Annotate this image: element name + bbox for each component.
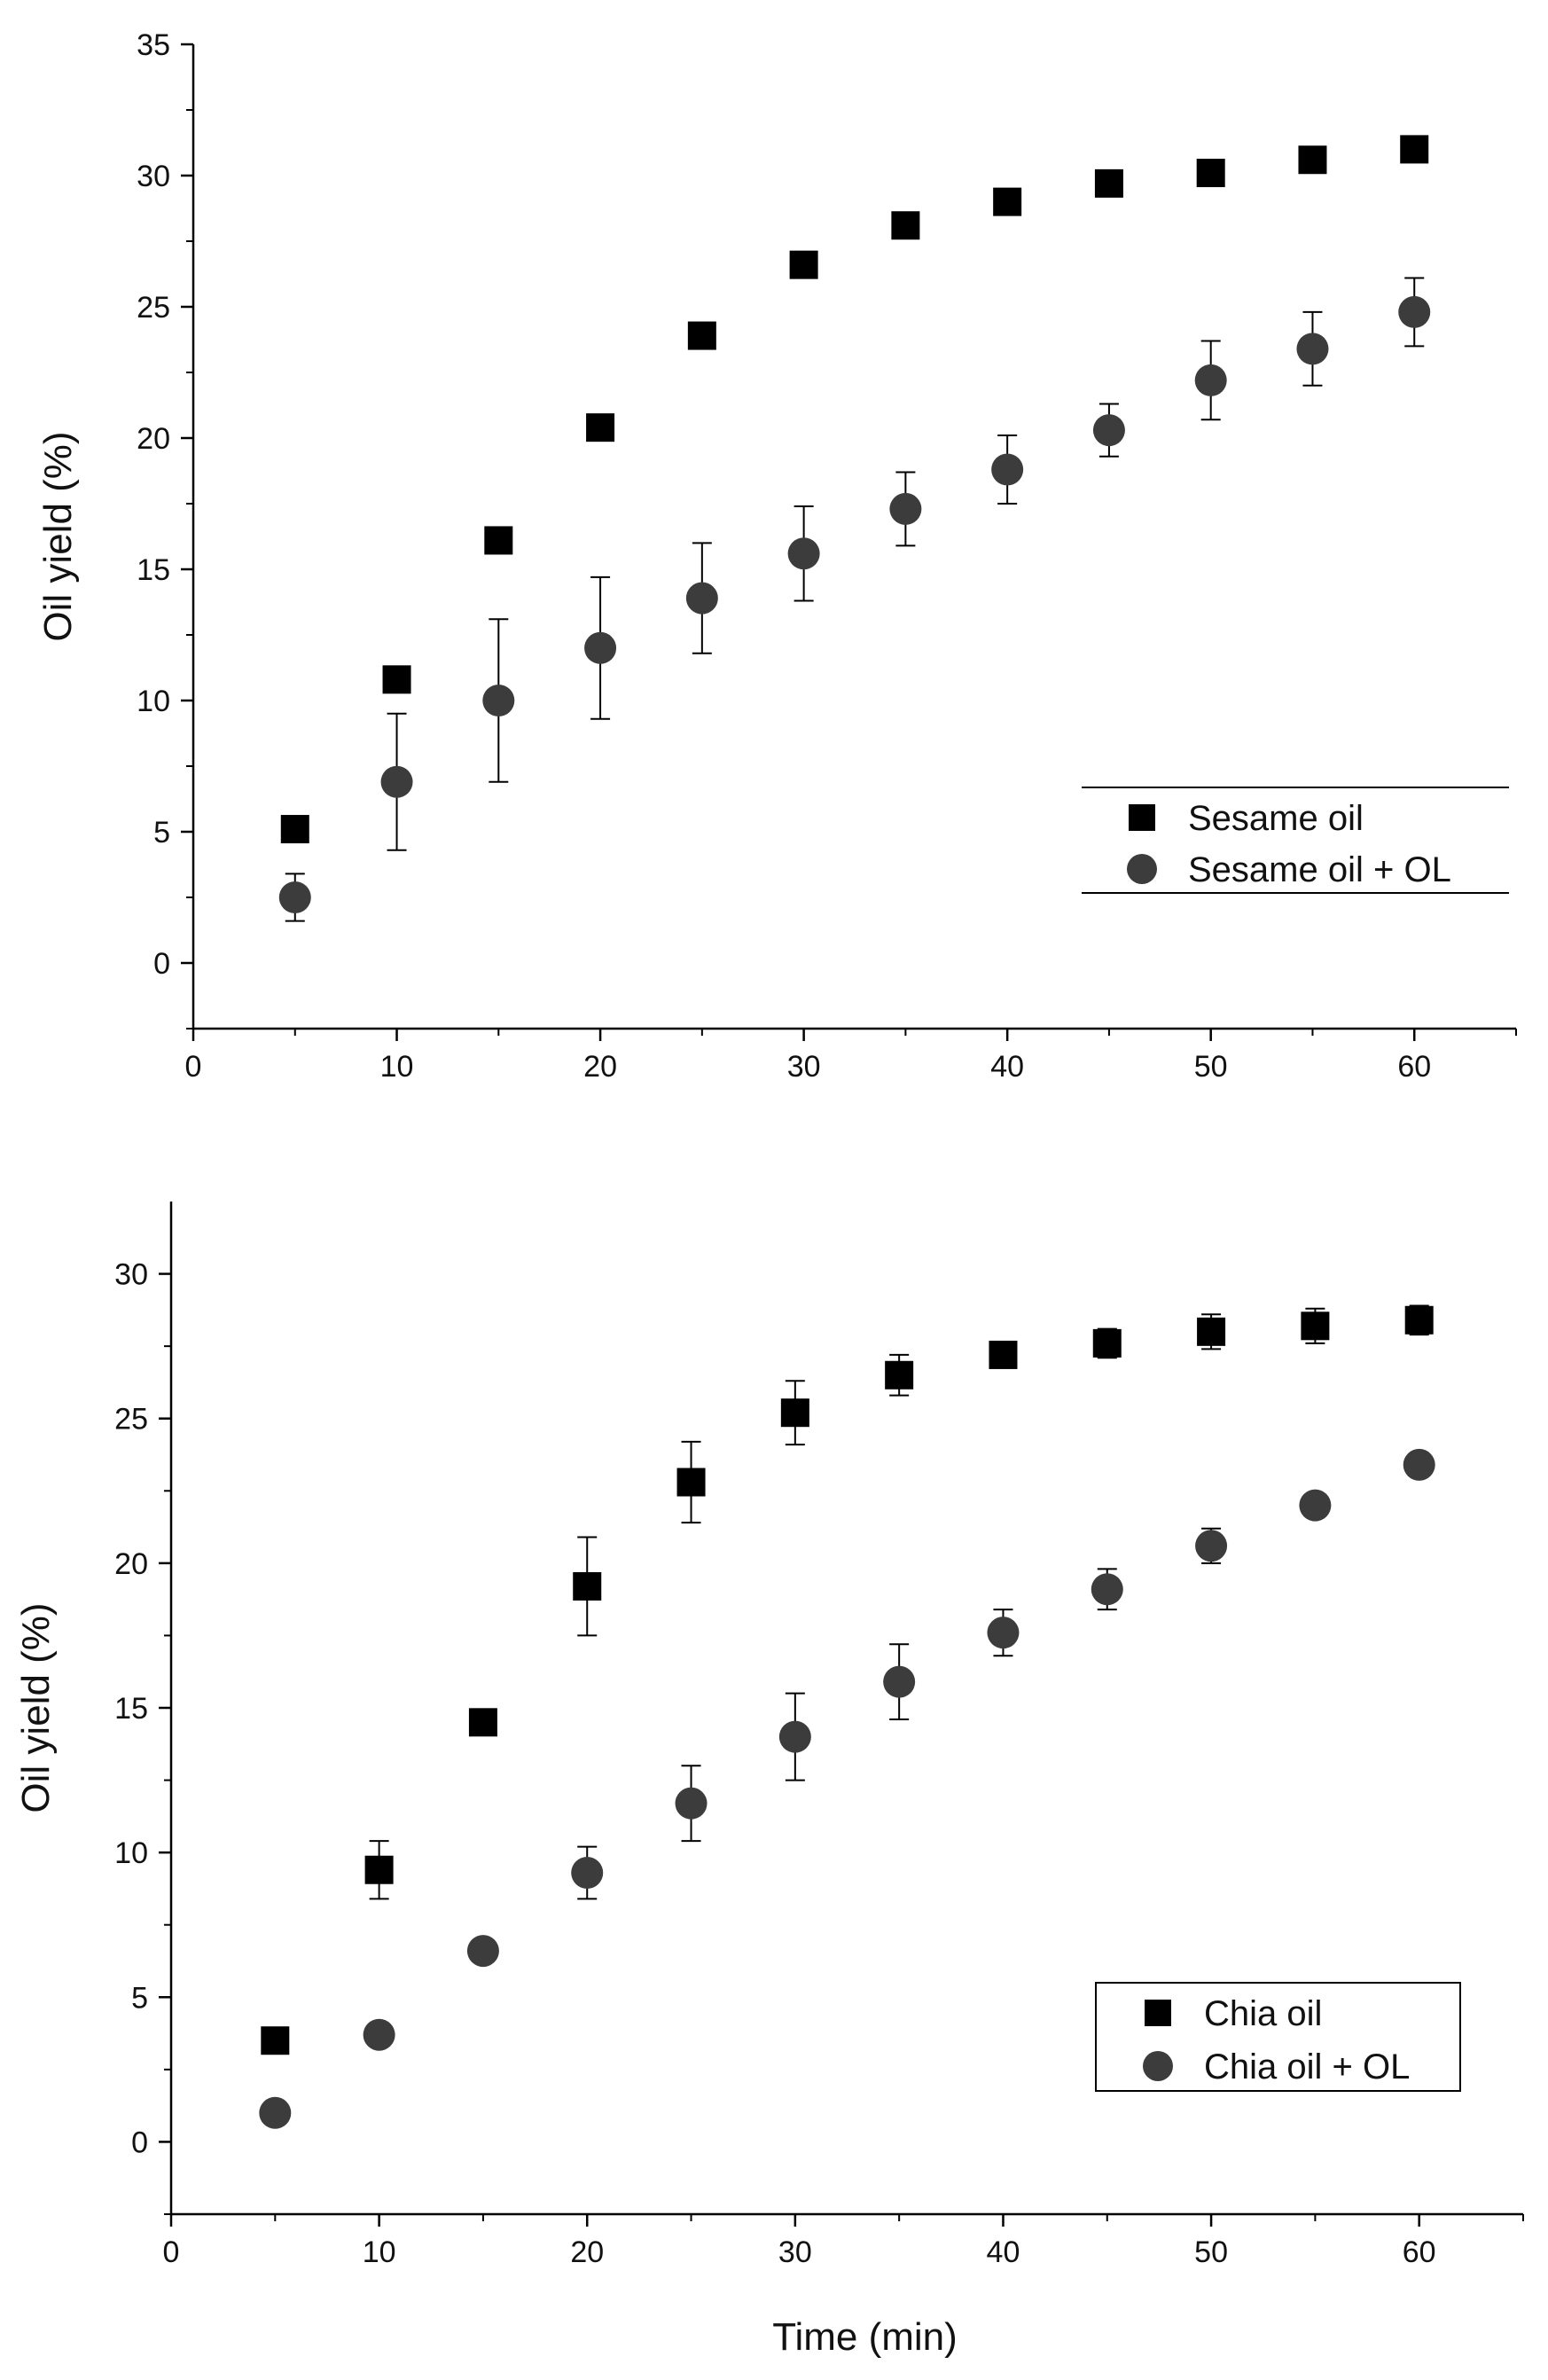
y-tick-label: 5 bbox=[131, 1981, 148, 2015]
data-point bbox=[1197, 1317, 1226, 1346]
data-point bbox=[1195, 1530, 1228, 1562]
x-tick-label: 30 bbox=[787, 1050, 821, 1084]
data-point bbox=[891, 211, 920, 240]
data-point bbox=[778, 1720, 811, 1753]
data-point bbox=[1301, 1311, 1330, 1341]
series-square bbox=[261, 1304, 1434, 2055]
y-tick-label: 30 bbox=[137, 160, 170, 193]
data-point bbox=[787, 537, 820, 570]
data-point bbox=[885, 1360, 914, 1390]
legend: Chia oil Chia oil + OL bbox=[1095, 1982, 1461, 2092]
data-point bbox=[1091, 1573, 1123, 1606]
data-point bbox=[468, 1708, 497, 1737]
x-tick-label: 10 bbox=[363, 2235, 396, 2269]
data-point bbox=[571, 1856, 604, 1889]
data-point bbox=[889, 492, 922, 525]
y-axis-title: Oil yield (%) bbox=[36, 431, 80, 641]
data-point bbox=[989, 1340, 1018, 1369]
legend-label: Sesame oil + OL bbox=[1188, 850, 1451, 889]
data-point bbox=[382, 665, 411, 694]
data-point bbox=[687, 321, 716, 350]
x-tick-label: 0 bbox=[163, 2235, 180, 2269]
y-tick-label: 25 bbox=[137, 291, 170, 325]
series-circle bbox=[278, 277, 1431, 922]
data-point bbox=[1196, 159, 1225, 188]
y-tick-label: 0 bbox=[131, 2126, 148, 2159]
legend-label: Chia oil bbox=[1204, 1994, 1322, 2033]
data-point bbox=[259, 2096, 292, 2129]
data-point bbox=[676, 1468, 706, 1497]
x-tick-label: 60 bbox=[1403, 2235, 1436, 2269]
data-point bbox=[280, 815, 309, 844]
data-point bbox=[466, 1935, 499, 1968]
data-point bbox=[780, 1398, 809, 1428]
y-tick-label: 20 bbox=[137, 422, 170, 456]
y-tick-label: 0 bbox=[153, 947, 170, 981]
data-point bbox=[993, 187, 1022, 216]
x-tick-label: 40 bbox=[987, 2235, 1020, 2269]
y-tick-label: 35 bbox=[137, 28, 170, 62]
data-point bbox=[987, 1617, 1020, 1649]
data-point bbox=[484, 526, 513, 555]
data-point bbox=[1299, 1489, 1332, 1522]
y-tick-label: 30 bbox=[114, 1258, 148, 1292]
x-tick-label: 20 bbox=[583, 1050, 617, 1084]
data-point bbox=[1398, 295, 1431, 328]
data-point bbox=[675, 1787, 708, 1820]
data-point bbox=[1092, 1328, 1122, 1358]
y-tick-label: 5 bbox=[153, 816, 170, 849]
series-square bbox=[280, 135, 1429, 844]
y-tick-label: 20 bbox=[114, 1547, 148, 1581]
data-point bbox=[584, 631, 617, 664]
y-tick-label: 15 bbox=[114, 1692, 148, 1726]
data-point bbox=[1296, 333, 1329, 365]
x-tick-label: 40 bbox=[990, 1050, 1024, 1084]
x-tick-label: 50 bbox=[1194, 1050, 1228, 1084]
x-tick-label: 10 bbox=[380, 1050, 414, 1084]
data-point bbox=[573, 1571, 602, 1601]
chart-sesame: 0 5 10 15 20 25 30 35 0 10 20 30 40 50 60 Oil yield (%)… bbox=[36, 28, 1517, 1084]
x-tick-label: 0 bbox=[185, 1050, 202, 1084]
data-point bbox=[1400, 135, 1429, 164]
legend-label: Chia oil + OL bbox=[1204, 2047, 1410, 2086]
x-axis-title: Time (min) bbox=[772, 2315, 958, 2359]
y-tick-label: 25 bbox=[114, 1403, 148, 1437]
chart-chia: 0 5 10 15 20 25 30 0 10 20 30 40 50 60 Oil yield (%) Ti… bbox=[14, 1202, 1524, 2359]
x-tick-label: 60 bbox=[1397, 1050, 1431, 1084]
x-tick-label: 20 bbox=[570, 2235, 604, 2269]
data-point bbox=[685, 582, 718, 615]
y-axis-title: Oil yield (%) bbox=[14, 1602, 58, 1812]
data-point bbox=[586, 413, 615, 442]
data-point bbox=[482, 685, 515, 716]
legend-marker-circle bbox=[1127, 854, 1157, 884]
data-point bbox=[991, 453, 1024, 486]
legend-marker-circle bbox=[1143, 2051, 1173, 2081]
legend: Sesame oil Sesame oil + OL bbox=[1082, 787, 1509, 894]
data-point bbox=[278, 881, 311, 913]
series-circle bbox=[259, 1448, 1435, 2129]
data-point bbox=[1092, 414, 1125, 447]
y-tick-label: 10 bbox=[137, 685, 170, 718]
legend-marker-square bbox=[1145, 2000, 1171, 2026]
data-point bbox=[380, 765, 413, 798]
data-point bbox=[363, 2018, 395, 2051]
data-point bbox=[364, 1855, 394, 1884]
data-point bbox=[1194, 364, 1227, 396]
y-tick-label: 10 bbox=[114, 1836, 148, 1870]
y-tick-label: 15 bbox=[137, 553, 170, 587]
data-point bbox=[1094, 168, 1123, 198]
data-point bbox=[789, 250, 818, 279]
legend-label: Sesame oil bbox=[1188, 799, 1364, 838]
x-tick-label: 50 bbox=[1194, 2235, 1228, 2269]
data-point bbox=[1403, 1448, 1435, 1481]
data-point bbox=[261, 2026, 290, 2055]
data-point bbox=[883, 1665, 916, 1698]
data-point bbox=[1298, 145, 1327, 175]
x-tick-label: 30 bbox=[778, 2235, 812, 2269]
data-point bbox=[1404, 1305, 1434, 1335]
legend-marker-square bbox=[1129, 804, 1155, 831]
